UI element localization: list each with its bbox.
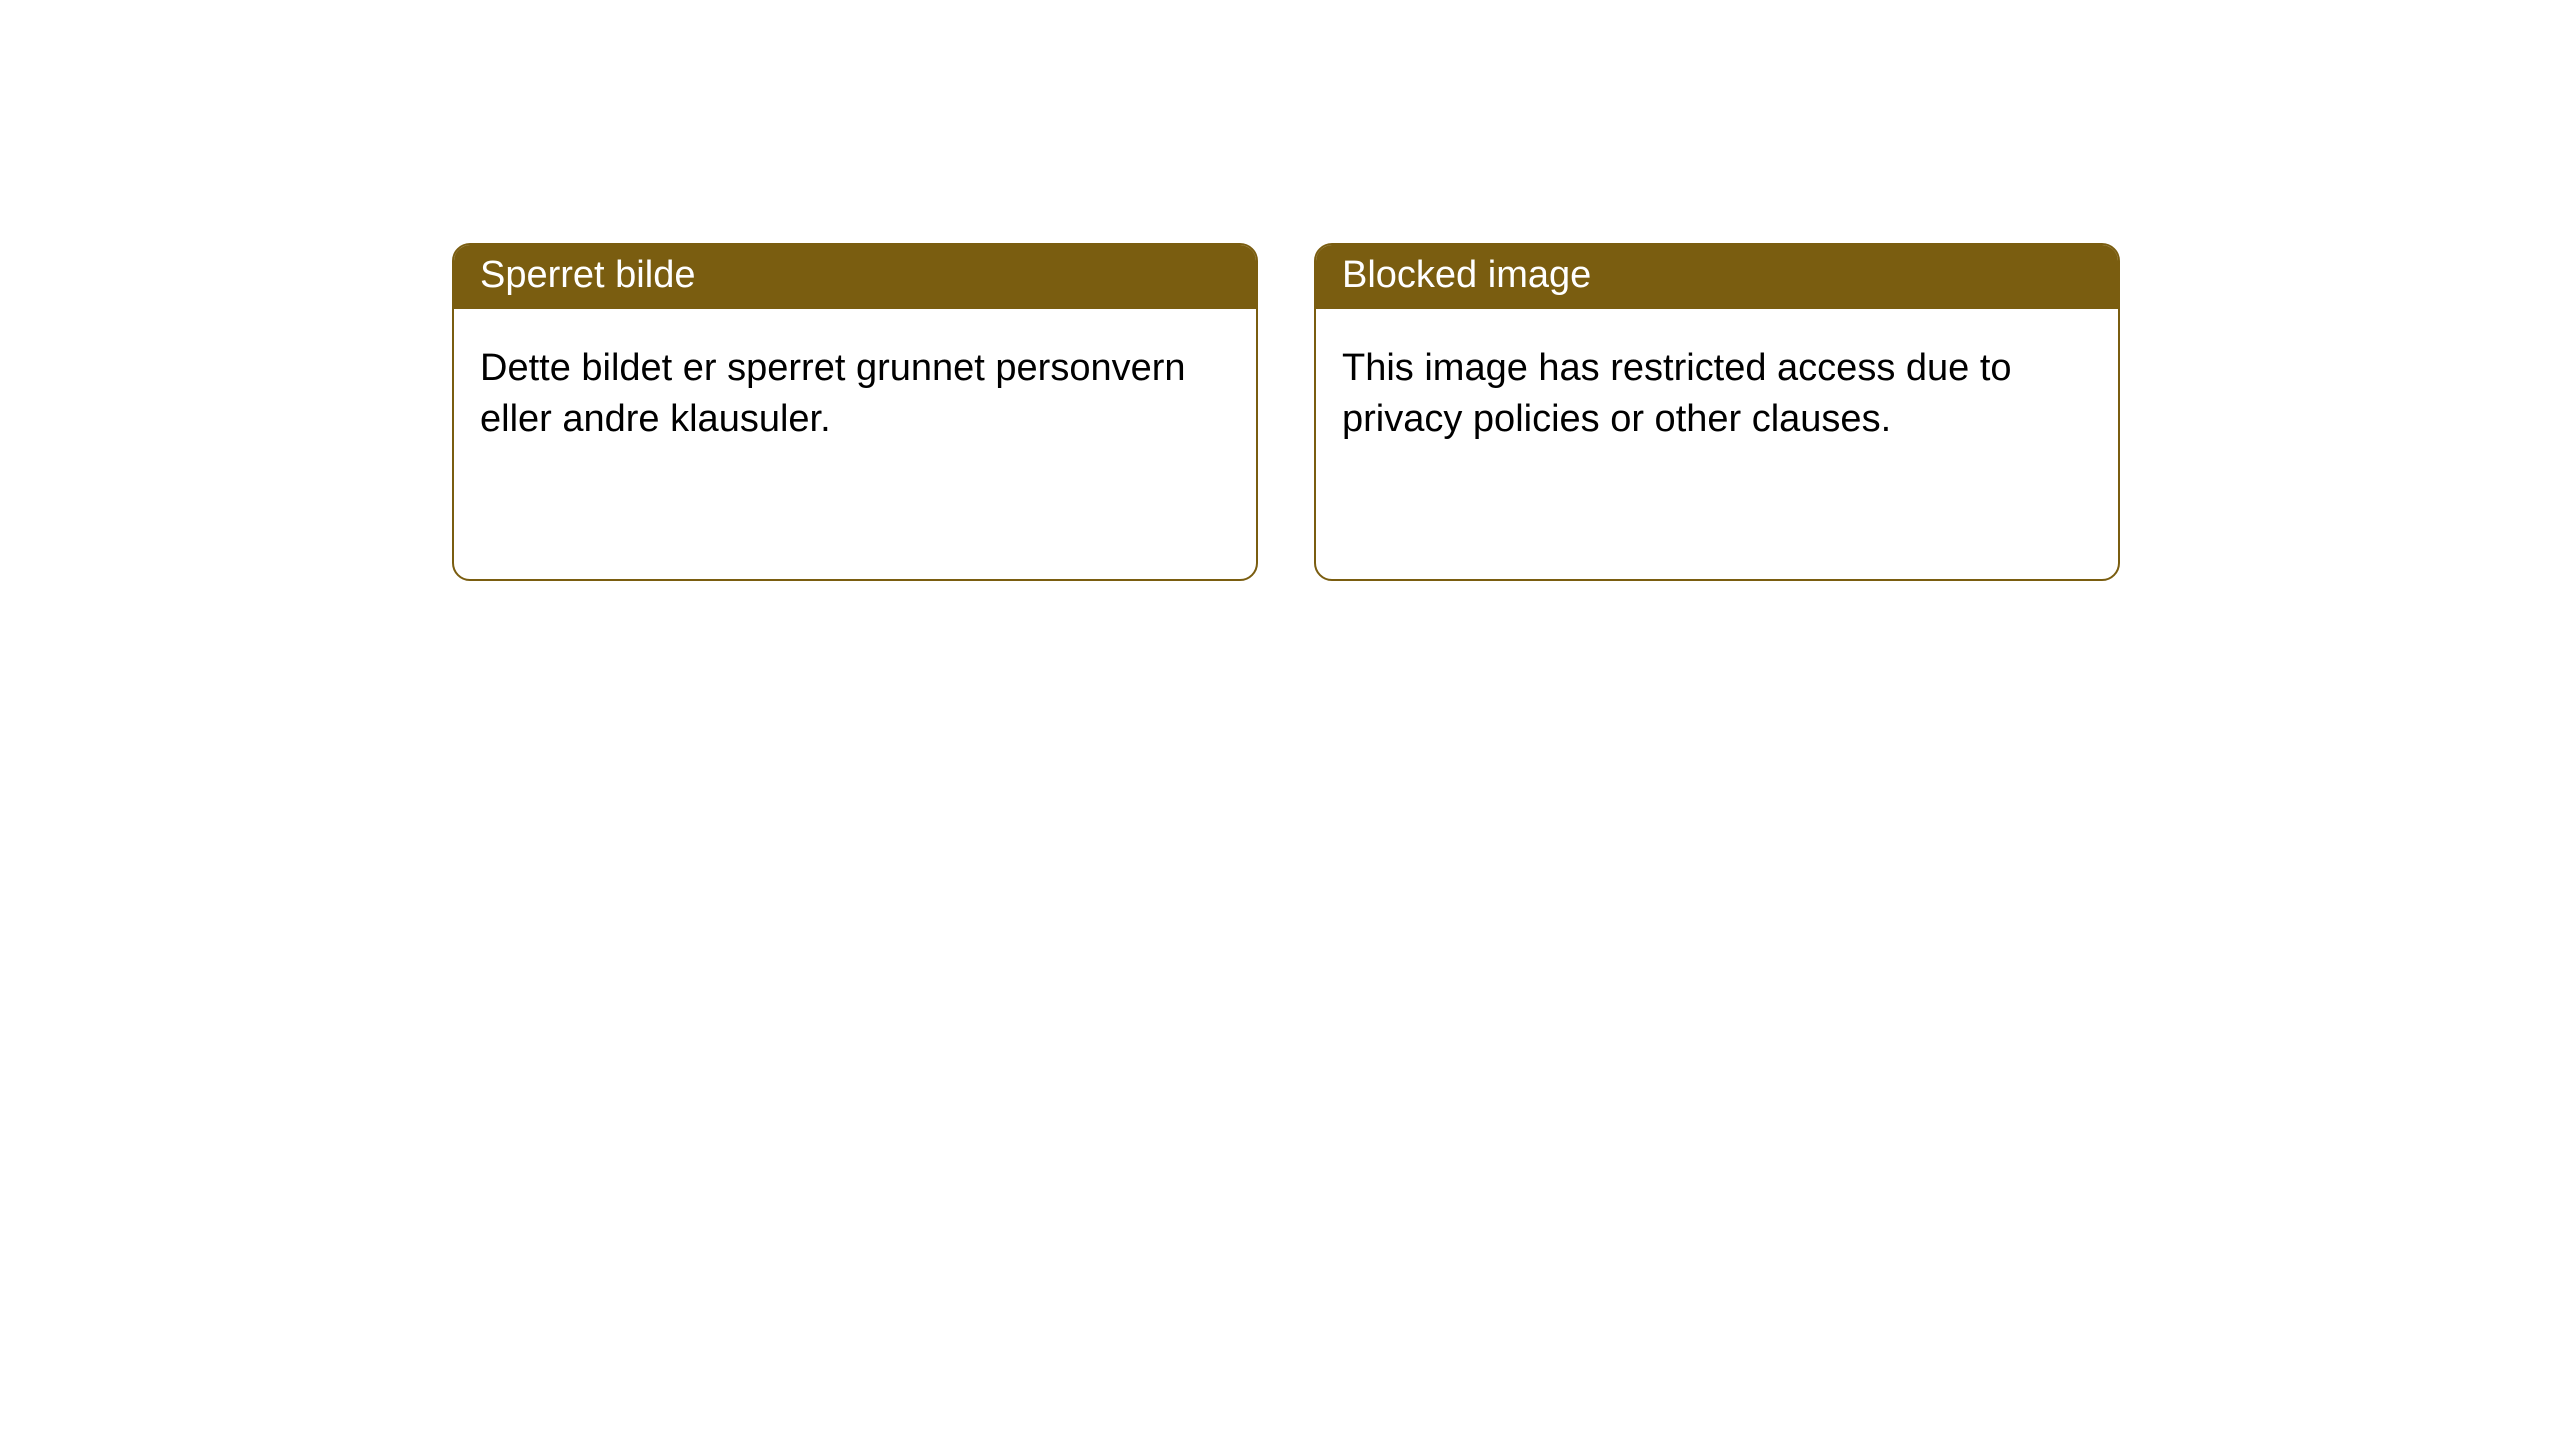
notice-card-body: Dette bildet er sperret grunnet personve… — [454, 309, 1256, 480]
notice-body-text: Dette bildet er sperret grunnet personve… — [480, 347, 1186, 440]
notice-card-header: Blocked image — [1316, 245, 2118, 309]
notice-card-body: This image has restricted access due to … — [1316, 309, 2118, 480]
notice-card-norwegian: Sperret bilde Dette bildet er sperret gr… — [452, 243, 1258, 581]
notice-card-english: Blocked image This image has restricted … — [1314, 243, 2120, 581]
notice-container: Sperret bilde Dette bildet er sperret gr… — [0, 0, 2560, 581]
notice-body-text: This image has restricted access due to … — [1342, 347, 2012, 440]
notice-title: Blocked image — [1342, 254, 1591, 296]
notice-card-header: Sperret bilde — [454, 245, 1256, 309]
notice-title: Sperret bilde — [480, 254, 695, 296]
